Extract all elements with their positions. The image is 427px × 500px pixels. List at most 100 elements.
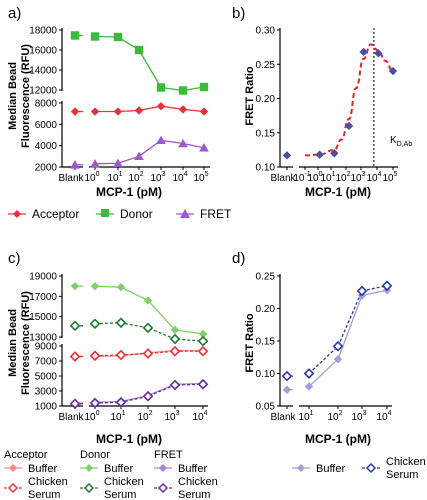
legend-d-buffer: Buffer [292, 463, 345, 475]
a-ylabel-2: Fluorescence (RFU) [20, 44, 32, 148]
a-point-acceptor [134, 106, 144, 115]
c-xtick-label: Blank [58, 412, 84, 423]
a-point-fret [113, 158, 123, 167]
c-point-fret-chicken-serum [142, 390, 154, 402]
c-point-donor-chicken-serum [115, 317, 127, 329]
a-point-donor [113, 32, 123, 42]
a-ytick-label: 12000 [29, 86, 57, 97]
b-xtick-label: 100 [307, 171, 322, 184]
svg-text:Serum: Serum [178, 489, 210, 500]
d-marks [281, 280, 393, 394]
c-line-donor-chicken-serum [94, 322, 204, 342]
legend-c-acceptor-serum: Chicken Serum [4, 476, 68, 500]
c-point-donor-buffer [170, 325, 180, 335]
d-point-chicken-serum [381, 280, 393, 292]
a-xtick-label: 105 [193, 171, 208, 184]
panel-label-c: c) [8, 250, 21, 267]
b-ytick-label: 0.10 [256, 163, 276, 174]
d-ytick-label: 0.20 [256, 304, 276, 315]
a-point-fret [178, 138, 188, 148]
c-point-acceptor-chicken-serum [69, 351, 81, 362]
legend-a-donor: Donor [96, 207, 153, 221]
a-point-acceptor [70, 107, 80, 116]
b-ytick-label: 0.25 [256, 60, 276, 71]
a-point-donor [199, 82, 209, 92]
a-ytick-label: 16000 [29, 46, 57, 57]
a-point-donor [70, 31, 80, 40]
c-point-donor-buffer [198, 329, 208, 339]
legend-d: Buffer Chicken Serum [292, 456, 426, 481]
a-xtick-label: 104 [172, 171, 187, 184]
svg-text:FRET: FRET [200, 207, 232, 221]
a-ytick-label: 4000 [35, 141, 58, 152]
a-xlabel: MCP-1 (pM) [96, 185, 162, 199]
svg-text:Buffer: Buffer [104, 463, 133, 475]
svg-text:Chicken: Chicken [28, 476, 68, 488]
a-ytick-label: 6000 [35, 120, 58, 131]
c-point-fret-chicken-serum [69, 398, 81, 410]
c-point-donor-chicken-serum [142, 322, 154, 334]
a-point-acceptor [199, 107, 209, 116]
a-line-acceptor [95, 105, 205, 113]
c-ytick-label: 13000 [29, 333, 57, 344]
d-ylabel: FRET Ratio [244, 313, 256, 373]
a-xtick-label: Blank [58, 173, 84, 184]
panel-label-d: d) [232, 250, 245, 267]
svg-text:Buffer: Buffer [178, 463, 207, 475]
c-xlabel: MCP-1 (pM) [96, 432, 162, 446]
c-ytick-label: 17000 [29, 292, 57, 303]
c-xtick-label: 102 [137, 410, 152, 423]
a-ytick-label: 8000 [35, 99, 58, 110]
d-xtick-label: Blank [270, 412, 296, 423]
a-point-donor [90, 32, 100, 41]
c-point-donor-buffer [116, 282, 126, 292]
a-xtick-label: 100 [84, 171, 99, 184]
svg-text:Acceptor: Acceptor [4, 449, 48, 461]
a-ytick-label: 18000 [29, 26, 57, 37]
panel-label-a: a) [8, 5, 21, 22]
svg-text:Chicken: Chicken [104, 476, 144, 488]
panel-b: b) FRET Ratio 0.100.150.200.250.30Blank1… [232, 5, 412, 199]
svg-text:Donor: Donor [120, 207, 153, 221]
a-xtick-label: 103 [150, 171, 165, 184]
c-ytick-label: 5000 [35, 372, 58, 383]
d-point-chicken-serum [332, 340, 344, 352]
c-line-acceptor-chicken-serum [94, 350, 203, 357]
a-point-acceptor [90, 107, 100, 116]
panel-label-b: b) [232, 5, 245, 22]
legend-c-fret-buffer: Buffer [154, 463, 207, 475]
a-point-acceptor [178, 105, 188, 114]
panel-c: c) Median Bead Fluorescence (RFU) 130001… [4, 250, 218, 500]
c-ytick-label: 15000 [29, 312, 57, 323]
b-point [282, 151, 292, 160]
d-point-chicken-serum [303, 368, 315, 379]
c-point-fret-chicken-serum [89, 397, 101, 409]
c-point-acceptor-chicken-serum [89, 350, 101, 362]
legend-a-fret: FRET [176, 207, 232, 221]
svg-text:Serum: Serum [104, 489, 136, 500]
svg-text:Buffer: Buffer [28, 463, 57, 475]
a-axes: 12000 14000 16000 18000 2000 4000 6000 8000 Blan… [29, 26, 210, 184]
b-kd-label: KD,Ab [390, 135, 412, 148]
c-xtick-label: 104 [192, 410, 207, 423]
d-ytick-label: 0.05 [256, 402, 276, 413]
a-point-donor [134, 45, 144, 55]
c-point-donor-chicken-serum [69, 320, 81, 332]
svg-text:FRET: FRET [154, 449, 183, 461]
a-line-donor [94, 35, 205, 92]
b-xtick-label: Blank [270, 173, 296, 184]
a-point-fret [90, 159, 100, 168]
svg-text:Chicken: Chicken [386, 456, 426, 468]
legend-c-fret-serum: Chicken Serum [154, 476, 218, 500]
svg-text:Donor: Donor [80, 449, 110, 461]
c-xtick-label: 103 [164, 410, 179, 423]
c-point-donor-chicken-serum [89, 318, 101, 330]
d-xtick-label: 104 [376, 410, 391, 423]
d-point-chicken-serum [356, 285, 368, 297]
svg-text:Buffer: Buffer [316, 463, 345, 475]
c-point-donor-buffer [90, 281, 100, 291]
d-line-buffer [308, 289, 388, 387]
legend-c: Acceptor Donor FRET Buffer Buffer Buffer [4, 449, 218, 500]
